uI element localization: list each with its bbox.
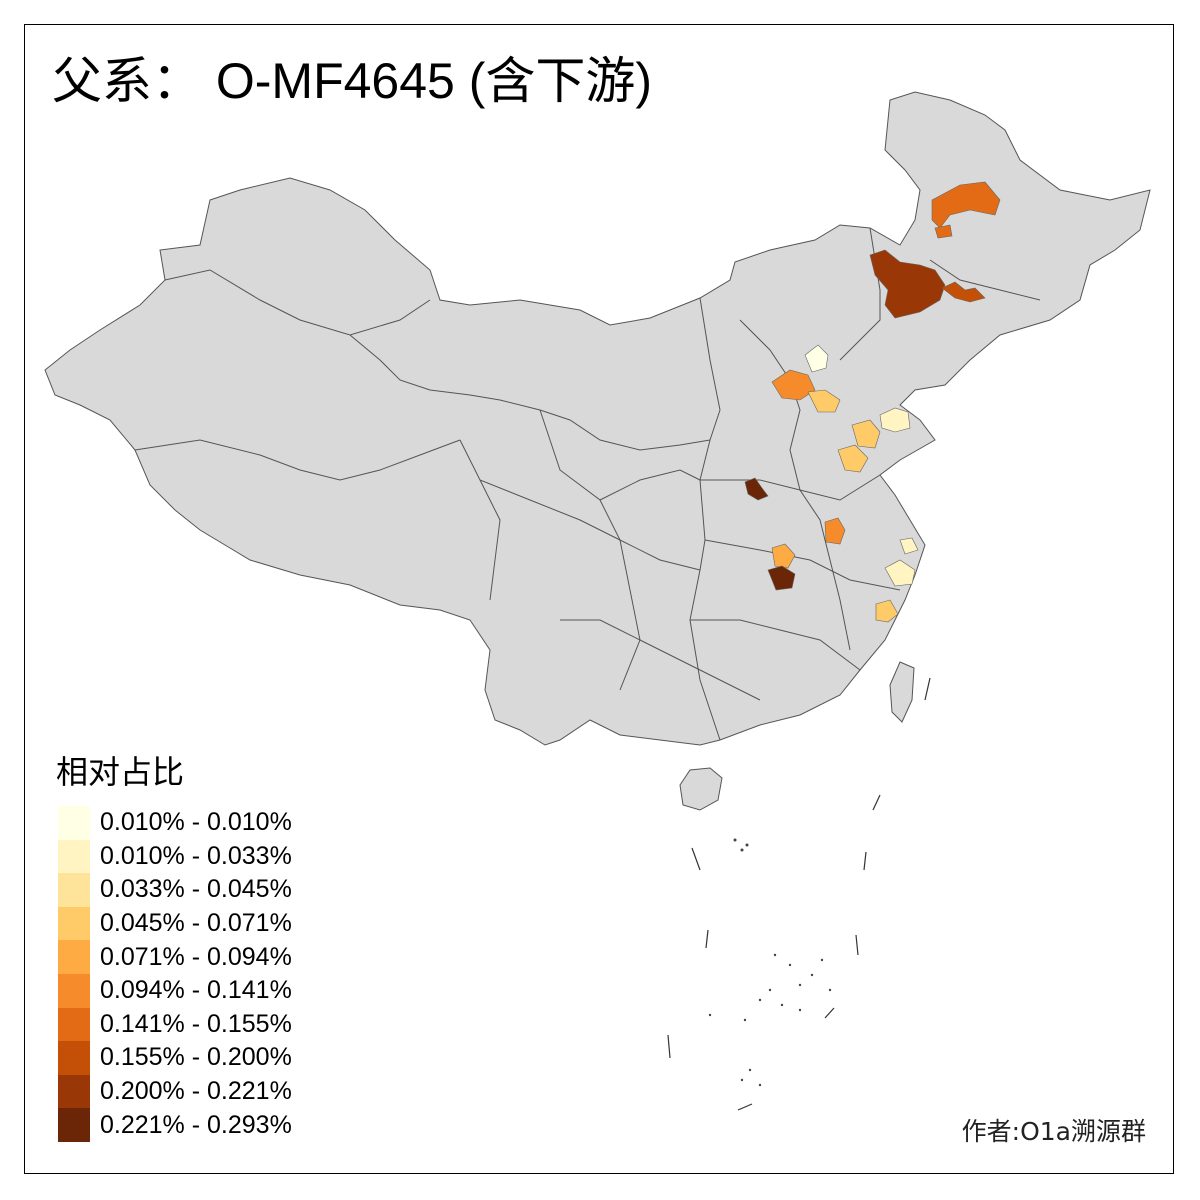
- taiwan-island: [889, 661, 915, 723]
- legend-label: 0.033% - 0.045%: [100, 875, 292, 904]
- legend-swatch: [58, 1074, 90, 1109]
- legend-label: 0.010% - 0.010%: [100, 808, 292, 837]
- province-borders: [134, 227, 1041, 741]
- region-hubei-north: [771, 543, 796, 569]
- region-heilongjiang-north: [931, 181, 1001, 229]
- legend-swatch: [58, 1007, 90, 1042]
- legend-item: 0.033% - 0.045%: [58, 873, 292, 907]
- legend-item: 0.010% - 0.010%: [58, 806, 292, 840]
- legend: 0.010% - 0.010% 0.010% - 0.033% 0.033% -…: [58, 806, 292, 1142]
- legend-label: 0.200% - 0.221%: [100, 1077, 292, 1106]
- region-jilin-east: [941, 281, 986, 303]
- region-hebei-west: [771, 369, 816, 401]
- legend-label: 0.010% - 0.033%: [100, 841, 292, 870]
- region-hebei-south: [807, 389, 841, 413]
- legend-label: 0.155% - 0.200%: [100, 1043, 292, 1072]
- legend-swatch: [58, 1108, 90, 1142]
- legend-item: 0.141% - 0.155%: [58, 1007, 292, 1042]
- region-henan-north: [744, 477, 769, 501]
- legend-label: 0.094% - 0.141%: [100, 976, 292, 1005]
- legend-swatch: [58, 873, 90, 907]
- hainan-island: [679, 767, 723, 811]
- map-title: 父系： O-MF4645 (含下游): [52, 53, 653, 109]
- legend-item: 0.094% - 0.141%: [58, 973, 292, 1008]
- region-heilongjiang-north-2: [934, 224, 953, 239]
- legend-title: 相对占比: [56, 753, 185, 791]
- region-beijing: [804, 344, 829, 373]
- legend-label: 0.045% - 0.071%: [100, 909, 292, 938]
- south-china-sea-markers: [667, 677, 931, 1111]
- legend-item: 0.221% - 0.293%: [58, 1108, 292, 1142]
- legend-swatch: [58, 940, 90, 974]
- legend-swatch: [58, 806, 90, 840]
- region-jilin-west-large: [869, 249, 946, 319]
- legend-swatch: [58, 973, 90, 1008]
- legend-item: 0.045% - 0.071%: [58, 906, 292, 941]
- legend-item: 0.071% - 0.094%: [58, 940, 292, 974]
- region-jiangsu-south: [899, 537, 919, 555]
- region-jiangsu-south-2: [884, 559, 916, 587]
- legend-item: 0.200% - 0.221%: [58, 1074, 292, 1109]
- author-credit: 作者:O1a溯源群: [961, 1117, 1146, 1146]
- region-shandong-north: [851, 419, 881, 449]
- region-zhejiang-north: [875, 599, 899, 623]
- legend-item: 0.155% - 0.200%: [58, 1041, 292, 1075]
- island-dots: [708, 838, 832, 1087]
- region-shandong-south: [837, 444, 869, 473]
- legend-swatch: [58, 839, 90, 874]
- legend-item: 0.010% - 0.033%: [58, 839, 292, 874]
- legend-label: 0.071% - 0.094%: [100, 942, 292, 971]
- region-anhui: [824, 517, 846, 545]
- legend-swatch: [58, 906, 90, 941]
- legend-swatch: [58, 1041, 90, 1075]
- region-shandong-east: [879, 407, 911, 433]
- legend-label: 0.221% - 0.293%: [100, 1110, 292, 1139]
- legend-label: 0.141% - 0.155%: [100, 1009, 292, 1038]
- region-hubei-center: [767, 565, 796, 591]
